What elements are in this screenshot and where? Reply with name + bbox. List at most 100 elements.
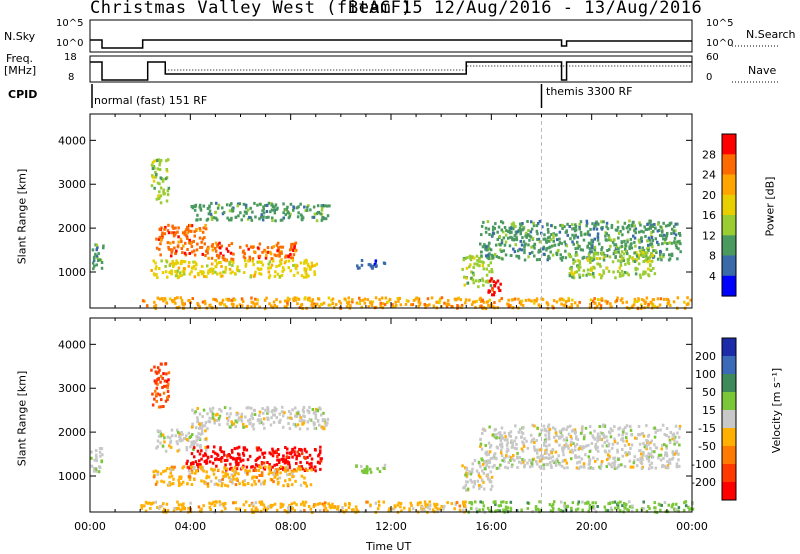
data-cell	[593, 237, 596, 241]
data-cell	[465, 471, 468, 475]
data-cell	[249, 406, 253, 410]
data-cell	[213, 418, 216, 422]
data-cell	[203, 242, 206, 246]
data-cell	[638, 442, 642, 446]
data-cell	[314, 503, 317, 507]
data-cell	[276, 458, 279, 462]
data-cell	[484, 280, 488, 284]
data-cell	[225, 247, 228, 251]
data-cell	[479, 444, 482, 448]
data-cell	[209, 212, 213, 216]
data-cell	[191, 408, 194, 412]
data-cell	[592, 456, 595, 460]
colorbar-swatch	[722, 134, 736, 155]
data-cell	[205, 218, 209, 222]
x-tick-label: 00:00	[676, 520, 708, 533]
data-cell	[96, 259, 100, 262]
data-cell	[267, 262, 270, 266]
data-cell	[243, 256, 247, 260]
data-cell	[622, 427, 625, 431]
data-cell	[520, 299, 524, 303]
data-cell	[564, 249, 567, 253]
data-cell	[214, 500, 218, 504]
data-cell	[310, 457, 314, 461]
data-cell	[569, 435, 573, 438]
data-cell	[589, 259, 592, 263]
data-cell	[500, 250, 503, 253]
data-cell	[208, 505, 212, 509]
data-cell	[575, 443, 579, 446]
data-cell	[190, 452, 194, 456]
data-cell	[546, 223, 549, 227]
data-cell	[566, 505, 569, 509]
data-cell	[677, 509, 680, 513]
data-cell	[273, 274, 277, 278]
data-cell	[273, 450, 276, 454]
data-cell	[664, 236, 668, 240]
data-cell	[618, 426, 622, 430]
data-cell	[192, 260, 195, 264]
data-cell	[345, 305, 349, 309]
data-cell	[250, 508, 254, 512]
data-cell	[554, 226, 557, 229]
data-cell	[220, 459, 223, 463]
data-cell	[247, 259, 250, 263]
data-cell	[548, 461, 552, 465]
data-cell	[618, 274, 622, 278]
data-cell	[554, 459, 557, 463]
data-cell	[417, 297, 421, 301]
data-cell	[588, 233, 591, 237]
data-cell	[627, 224, 630, 228]
data-cell	[254, 297, 257, 301]
data-cell	[579, 445, 582, 449]
data-cell	[182, 303, 185, 306]
data-cell	[224, 270, 227, 274]
data-cell	[172, 482, 175, 486]
data-cell	[533, 246, 536, 250]
data-cell	[567, 296, 570, 300]
data-cell	[468, 254, 472, 258]
data-cell	[235, 467, 239, 471]
data-cell	[250, 300, 253, 304]
data-cell	[576, 235, 580, 239]
data-cell	[627, 258, 630, 262]
data-cell	[594, 459, 597, 463]
data-cell	[614, 276, 617, 280]
data-cell	[217, 483, 220, 487]
data-cell	[312, 215, 316, 219]
data-cell	[593, 245, 597, 249]
data-cell	[192, 440, 196, 444]
data-cell	[471, 303, 474, 306]
data-cell	[471, 462, 474, 466]
data-cell	[662, 221, 665, 225]
data-cell	[625, 226, 629, 230]
data-cell	[155, 197, 159, 201]
data-cell	[501, 445, 504, 449]
data-cell	[305, 273, 309, 277]
data-cell	[666, 232, 669, 235]
data-cell	[224, 471, 227, 475]
data-cell	[247, 247, 250, 251]
data-cell	[626, 240, 629, 244]
data-cell	[544, 433, 547, 437]
data-cell	[410, 504, 413, 507]
data-cell	[242, 503, 246, 507]
data-cell	[670, 232, 673, 236]
data-cell	[478, 487, 481, 491]
data-cell	[235, 304, 239, 308]
data-cell	[522, 460, 525, 464]
data-cell	[175, 271, 179, 275]
data-cell	[653, 223, 656, 226]
data-cell	[598, 242, 601, 246]
data-cell	[655, 251, 658, 254]
data-cell	[212, 450, 215, 454]
data-cell	[264, 408, 267, 412]
colorbar-swatch	[722, 464, 736, 483]
data-cell	[178, 438, 181, 442]
data-cell	[249, 421, 252, 425]
data-cell	[309, 483, 313, 487]
data-cell	[620, 438, 623, 442]
data-cell	[185, 228, 188, 232]
data-cell	[258, 272, 261, 276]
data-cell	[140, 504, 143, 508]
